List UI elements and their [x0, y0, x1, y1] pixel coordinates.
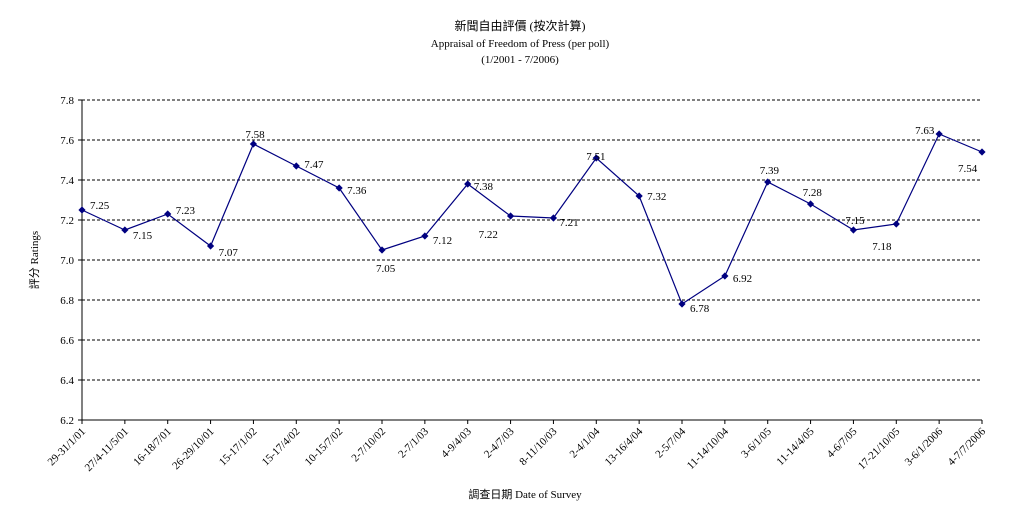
data-label: 6.78: [690, 303, 710, 315]
data-label: 7.12: [433, 235, 452, 247]
y-tick-label: 7.8: [60, 95, 74, 107]
x-tick-label: 3-6/1/05: [739, 425, 774, 460]
data-point-marker: [764, 178, 772, 186]
data-labels: 7.25 7.15 7.23 7.07 7.58 7.47 7.36 7.05 7.12 7.38…: [90, 125, 978, 315]
y-tick-label: 6.2: [60, 415, 74, 427]
x-tick-label: 2-4/1/04: [568, 425, 603, 460]
data-label: 7.15: [845, 215, 865, 227]
x-tick-label: 11-14/10/04: [685, 425, 732, 472]
data-point-marker: [292, 162, 300, 170]
x-tick-label: 15-17/4/02: [260, 426, 303, 469]
data-label: 6.92: [733, 273, 752, 285]
data-point-marker: [464, 180, 472, 188]
data-point-marker: [849, 226, 858, 234]
y-tick-label: 7.0: [60, 255, 74, 267]
data-label: 7.28: [803, 187, 823, 199]
y-tick-label: 6.6: [60, 335, 74, 347]
x-tick-label: 29-31/1/01: [45, 426, 88, 469]
data-point-marker: [892, 220, 900, 228]
data-label: 7.36: [347, 185, 367, 197]
gridlines: [82, 99, 982, 381]
data-point-marker: [335, 184, 343, 192]
data-label: 7.07: [219, 247, 239, 259]
x-tick-label: 4-9/4/03: [439, 425, 474, 460]
data-point-marker: [164, 210, 172, 218]
x-tick-label: 26-29/10/01: [170, 426, 217, 473]
series-line: [81, 133, 983, 305]
data-label: 7.47: [304, 159, 324, 171]
data-label: 7.15: [133, 230, 153, 242]
data-label: 7.39: [760, 165, 780, 177]
data-label: 7.23: [176, 205, 196, 217]
data-point-marker: [935, 130, 943, 138]
y-axis-title: 評分 Ratings: [27, 231, 41, 289]
data-label: 7.38: [474, 181, 494, 193]
chart-subtitle: Appraisal of Freedom of Press (per poll): [431, 38, 610, 50]
x-tick-label: 2-4/7/03: [482, 425, 517, 460]
x-tick-label: 11-14/4/05: [774, 425, 817, 468]
x-tick-label: 15-17/1/02: [217, 426, 260, 469]
data-point-marker: [978, 148, 986, 156]
x-tick-label: 10-15/7/02: [303, 426, 346, 469]
data-point-marker: [206, 242, 215, 250]
data-label: 7.63: [915, 125, 935, 137]
data-label: 7.25: [90, 200, 110, 212]
x-tick-label: 4-7/7/2006: [945, 425, 988, 468]
x-tick-label: 27/4-11/5/01: [83, 426, 131, 474]
data-label: 7.22: [479, 229, 498, 241]
data-point-marker: [549, 214, 558, 222]
x-tick-label: 16-18/7/01: [131, 426, 174, 469]
data-point-marker: [635, 192, 643, 200]
x-tick-label: 17-21/10/05: [856, 425, 903, 472]
y-tick-labels: 6.2 6.4 6.6 6.8 7.0 7.2 7.4 7.6 7.8: [60, 95, 74, 427]
x-tick-label: 4-6/7/05: [825, 425, 860, 460]
x-tick-label: 3-6/1/2006: [903, 425, 946, 468]
data-label: 7.32: [647, 191, 666, 203]
data-point-marker: [78, 206, 86, 214]
data-point-marker: [378, 246, 386, 254]
ratings-series: [78, 130, 986, 308]
data-label: 7.21: [559, 217, 578, 229]
data-point-marker: [249, 140, 258, 148]
x-tick-label: 8-11/10/03: [517, 425, 560, 468]
x-tick-label: 2-7/1/03: [396, 425, 431, 460]
data-point-marker: [678, 300, 686, 308]
axes: [78, 99, 983, 424]
data-label: 7.58: [245, 129, 265, 141]
data-point-marker: [121, 226, 129, 234]
data-label: 7.05: [376, 263, 396, 275]
y-tick-label: 7.2: [60, 215, 74, 227]
x-tick-label: 2-7/10/02: [349, 426, 388, 465]
y-tick-label: 7.4: [60, 175, 74, 187]
data-point-marker: [592, 154, 600, 162]
y-tick-label: 6.4: [60, 375, 74, 387]
data-point-marker: [806, 200, 815, 208]
chart-title: 新聞自由評價 (按次計算): [455, 18, 586, 33]
x-axis-title: 調查日期 Date of Survey: [468, 487, 582, 501]
x-tick-label: 13-16/4/04: [603, 425, 646, 468]
x-tick-label: 2-5/7/04: [653, 425, 688, 460]
data-label: 7.18: [872, 241, 892, 253]
y-tick-label: 7.6: [60, 135, 74, 147]
data-label: 7.51: [586, 151, 605, 163]
y-tick-label: 6.8: [60, 295, 74, 307]
data-label: 7.54: [958, 163, 978, 175]
data-point-marker: [506, 212, 515, 220]
chart-subtitle-period: (1/2001 - 7/2006): [481, 54, 559, 66]
data-point-marker: [421, 232, 429, 240]
data-point-marker: [721, 272, 729, 280]
